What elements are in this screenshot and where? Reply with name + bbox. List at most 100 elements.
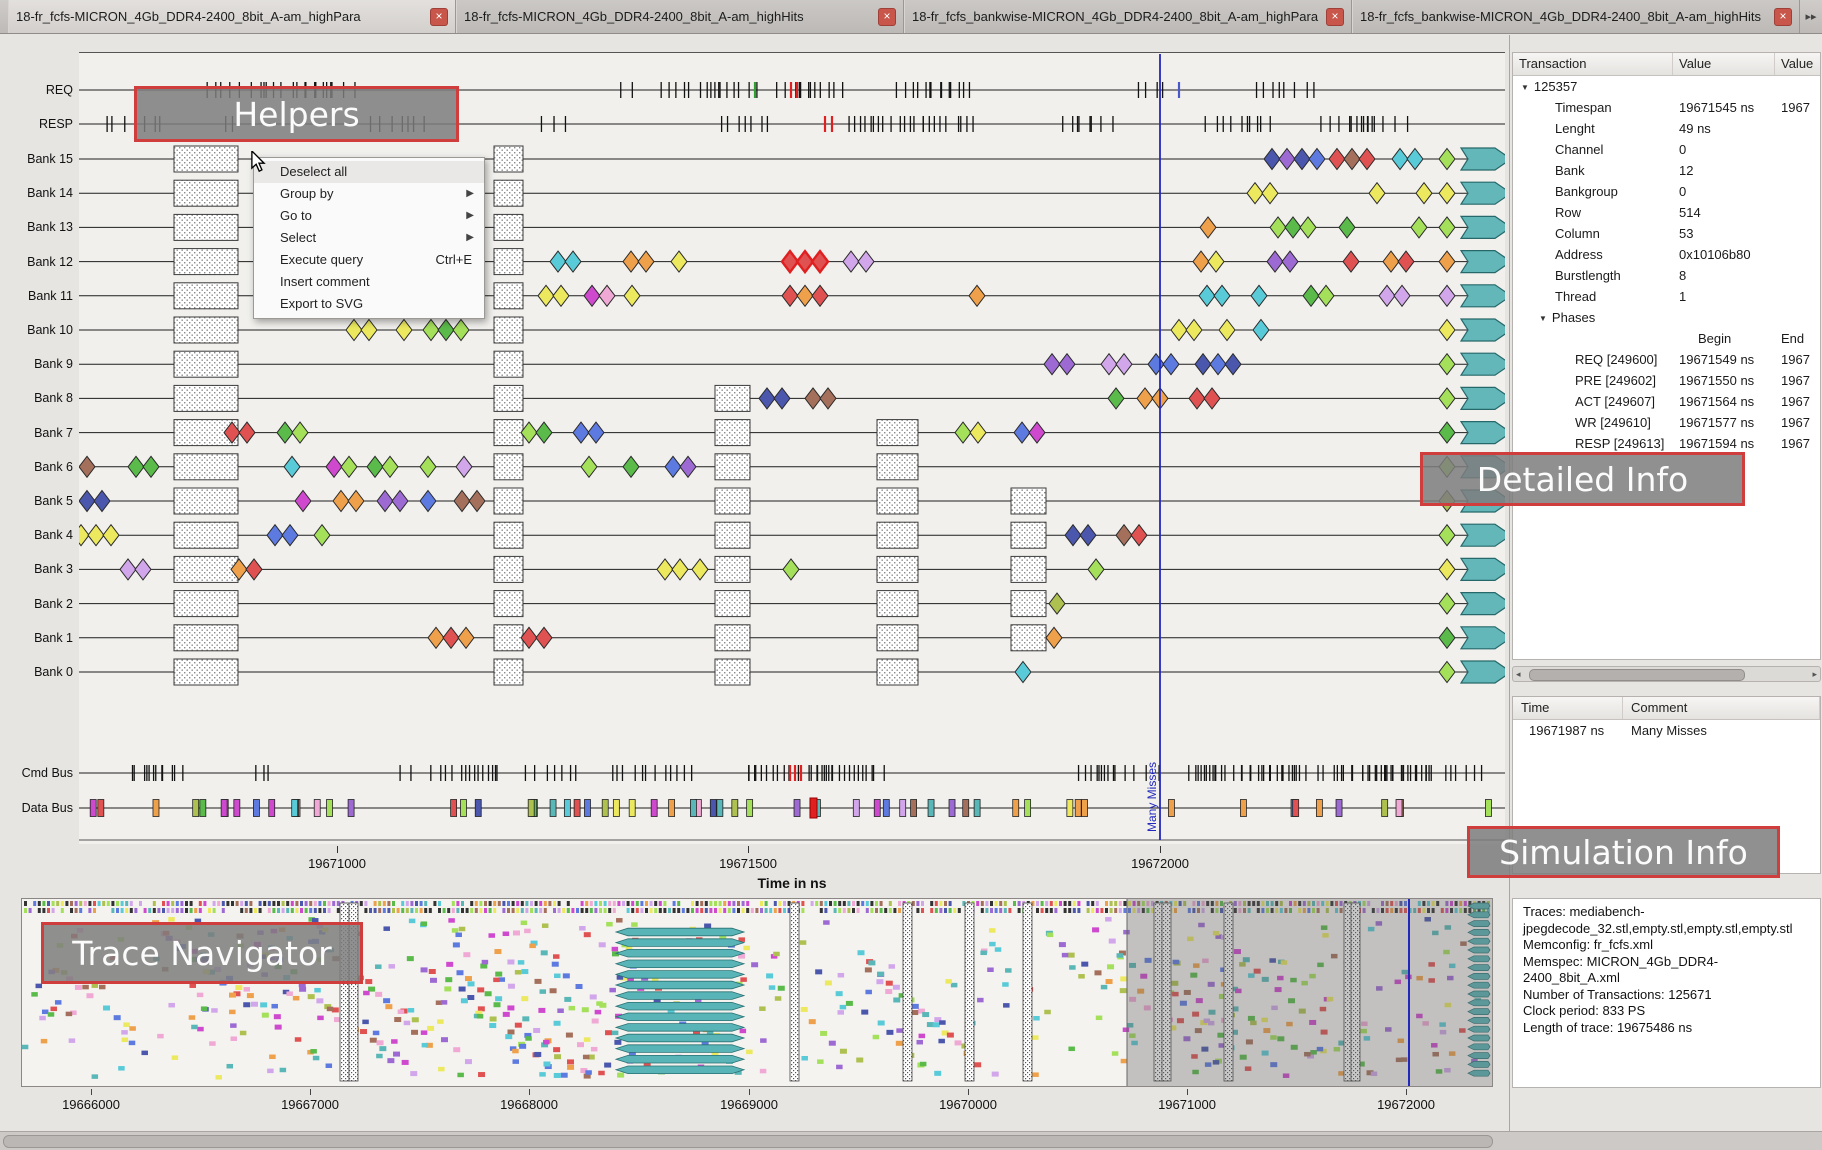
transaction-diamond[interactable] — [1415, 181, 1433, 205]
transaction-diamond[interactable] — [679, 455, 697, 479]
menu-item-export-svg[interactable]: Export to SVG — [254, 293, 484, 315]
transaction-diamond[interactable] — [520, 626, 538, 650]
transaction-diamond[interactable] — [1438, 216, 1456, 239]
transaction-diamond[interactable] — [1261, 181, 1279, 205]
transaction-diamond[interactable] — [294, 489, 312, 513]
refresh-block[interactable] — [493, 658, 524, 686]
transaction-diamond[interactable] — [427, 626, 445, 650]
transaction-diamond[interactable] — [1130, 523, 1148, 547]
transaction-diamond[interactable] — [796, 284, 814, 308]
refresh-block[interactable] — [1010, 521, 1047, 549]
tab-1[interactable]: 18-fr_fcfs-MICRON_4Gb_DDR4-2400_8bit_A-a… — [8, 0, 456, 33]
transaction-diamond[interactable] — [583, 284, 601, 308]
refresh-block[interactable] — [173, 316, 239, 344]
transaction-diamond[interactable] — [1284, 216, 1302, 239]
transaction-diamond[interactable] — [1045, 626, 1063, 650]
refresh-block[interactable] — [1010, 590, 1047, 618]
column-header[interactable]: Value — [1775, 53, 1820, 75]
transaction-diamond[interactable] — [1263, 147, 1281, 171]
transaction-diamond[interactable] — [1302, 284, 1320, 308]
data-burst[interactable] — [882, 799, 890, 817]
transaction-diamond[interactable] — [1162, 352, 1180, 376]
tree-row[interactable]: Row 514 — [1513, 202, 1820, 223]
transaction-diamond[interactable] — [1438, 250, 1456, 273]
transaction-diamond[interactable] — [347, 489, 365, 513]
data-burst[interactable] — [192, 799, 200, 817]
tab-scroll-right-icon[interactable]: ▸▸ — [1805, 11, 1817, 23]
data-burst[interactable] — [1168, 799, 1175, 817]
transaction-diamond[interactable] — [332, 489, 350, 513]
transaction-diamond[interactable] — [1382, 250, 1400, 273]
transaction-diamond[interactable] — [419, 489, 437, 513]
transaction-diamond[interactable] — [1064, 523, 1082, 547]
data-burst[interactable] — [716, 799, 724, 817]
transaction-diamond[interactable] — [313, 523, 331, 547]
tree-row[interactable]: Timespan 19671545 ns 1967 — [1513, 97, 1820, 118]
transaction-diamond[interactable] — [520, 421, 538, 444]
refresh-block[interactable] — [493, 384, 524, 412]
menu-item-insert-comment[interactable]: Insert comment — [254, 271, 484, 293]
refresh-block[interactable] — [493, 179, 524, 207]
scrollbar-thumb[interactable] — [1529, 669, 1745, 681]
transaction-diamond[interactable] — [1136, 387, 1154, 410]
refresh-block[interactable] — [173, 555, 239, 583]
transaction-diamond[interactable] — [1224, 352, 1242, 376]
transaction-diamond[interactable] — [437, 318, 455, 342]
tree-row[interactable]: Channel 0 — [1513, 139, 1820, 160]
transaction-diamond[interactable] — [442, 626, 460, 650]
refresh-block[interactable] — [173, 179, 239, 207]
data-burst[interactable] — [650, 799, 658, 817]
tree-row-phases[interactable]: ▼ Phases — [1513, 307, 1820, 328]
pending-arrow[interactable] — [1459, 421, 1505, 445]
transaction-diamond[interactable] — [102, 523, 120, 547]
data-burst[interactable] — [89, 799, 97, 817]
transaction-diamond[interactable] — [1328, 147, 1346, 171]
refresh-block[interactable] — [493, 316, 524, 344]
transaction-diamond[interactable] — [422, 318, 440, 342]
tree-row[interactable]: Column 53 — [1513, 223, 1820, 244]
column-header[interactable]: Value — [1673, 53, 1775, 75]
transaction-diamond[interactable] — [1115, 523, 1133, 547]
data-burst[interactable] — [199, 799, 207, 817]
transaction-diamond[interactable] — [1281, 250, 1299, 273]
transaction-diamond[interactable] — [968, 284, 986, 308]
refresh-block[interactable] — [714, 658, 751, 686]
transaction-diamond[interactable] — [598, 284, 616, 308]
data-burst[interactable] — [910, 799, 918, 817]
transaction-diamond[interactable] — [580, 455, 598, 479]
refresh-block[interactable] — [876, 624, 919, 652]
pending-arrow[interactable] — [1459, 591, 1505, 616]
tree-row[interactable]: Bankgroup 0 — [1513, 181, 1820, 202]
expand-triangle-icon[interactable]: ▼ — [1539, 314, 1547, 323]
transaction-diamond[interactable] — [1209, 352, 1227, 376]
tree-row[interactable]: Lenght 49 ns — [1513, 118, 1820, 139]
transaction-diamond[interactable] — [340, 455, 358, 479]
data-burst[interactable] — [1381, 799, 1389, 817]
tab-close-icon[interactable]: × — [430, 7, 448, 26]
phase-row[interactable]: WR [249610] 19671577 ns 1967 — [1513, 412, 1820, 433]
refresh-block[interactable] — [173, 453, 239, 481]
data-burst[interactable] — [527, 799, 535, 817]
data-burst[interactable] — [1066, 799, 1074, 817]
menu-item-group-by[interactable]: Group by ▶ — [254, 183, 484, 205]
transaction-diamond[interactable] — [1194, 352, 1212, 376]
transaction-diamond[interactable] — [1438, 626, 1456, 650]
refresh-block[interactable] — [173, 213, 239, 241]
pending-arrow[interactable] — [1459, 352, 1505, 376]
data-burst[interactable] — [948, 799, 956, 817]
transaction-diamond[interactable] — [1438, 558, 1456, 581]
phase-row[interactable]: PRE [249602] 19671550 ns 1967 — [1513, 370, 1820, 391]
column-header[interactable]: Comment — [1623, 697, 1820, 719]
data-burst[interactable] — [1074, 799, 1082, 817]
transaction-diamond[interactable] — [564, 250, 582, 273]
data-burst[interactable] — [746, 799, 754, 817]
data-burst[interactable] — [1335, 799, 1343, 817]
transaction-diamond[interactable] — [276, 421, 294, 444]
transaction-diamond[interactable] — [664, 455, 682, 479]
refresh-block[interactable] — [173, 624, 239, 652]
tab-close-icon[interactable]: × — [1326, 7, 1344, 26]
transaction-diamond[interactable] — [325, 455, 343, 479]
data-burst[interactable] — [690, 799, 697, 817]
refresh-block[interactable] — [876, 419, 919, 447]
pending-arrow[interactable] — [1459, 626, 1505, 650]
